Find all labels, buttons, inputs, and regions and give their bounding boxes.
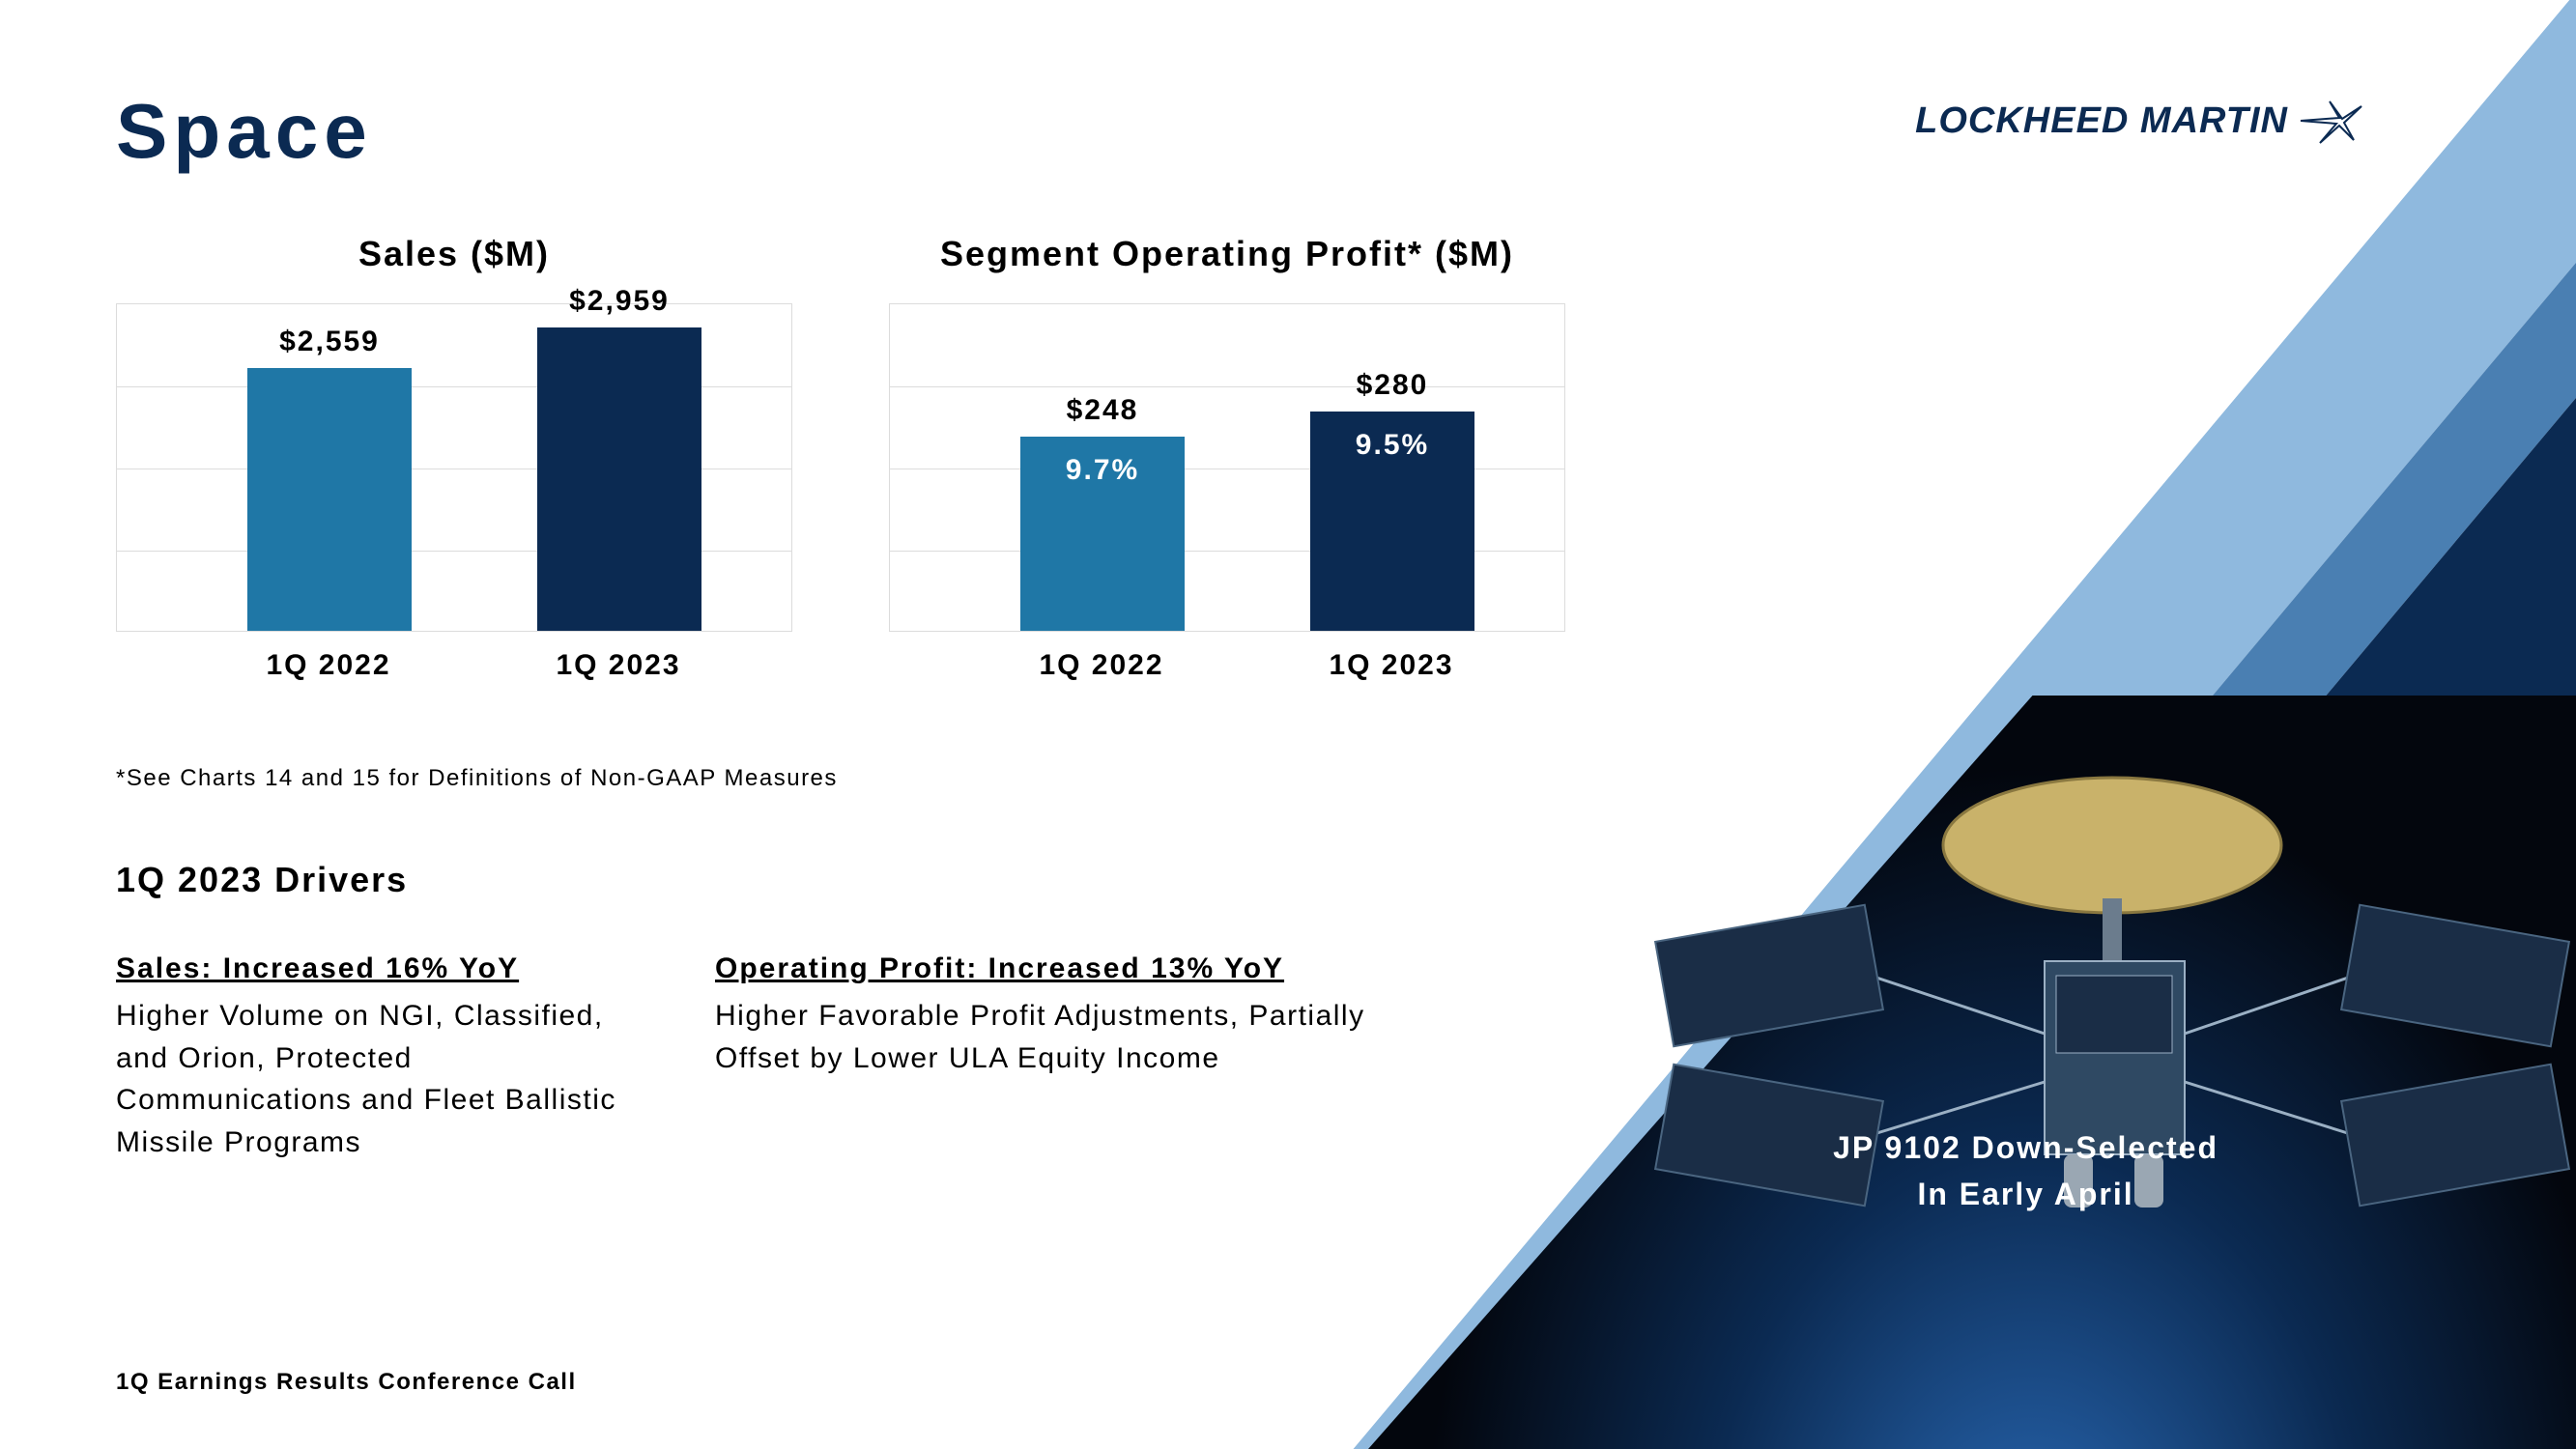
satellite-illustration (1368, 696, 2576, 1449)
profit-driver: Operating Profit: Increased 13% YoY High… (715, 949, 1449, 1163)
logo-text: LOCKHEED MARTIN (1915, 100, 2288, 142)
sales-chart: Sales ($M) $2,559 $2,959 1Q 2022 1Q 2023 (116, 234, 792, 688)
bar: $2,559 (247, 368, 412, 631)
bar-value-label: $248 (1020, 394, 1185, 427)
profit-chart: Segment Operating Profit* ($M) $2489.7%$… (889, 234, 1565, 688)
image-caption: JP 9102 Down-Selected In Early April (1833, 1124, 2218, 1217)
sales-chart-title: Sales ($M) (358, 234, 550, 274)
footer-left: 1Q Earnings Results Conference Call (116, 1369, 577, 1396)
sales-driver: Sales: Increased 16% YoY Higher Volume o… (116, 949, 657, 1163)
bar: $2809.5% (1310, 412, 1474, 631)
profit-driver-body: Higher Favorable Profit Adjustments, Par… (715, 995, 1449, 1079)
bar: $2489.7% (1020, 437, 1185, 631)
sales-driver-heading: Sales: Increased 16% YoY (116, 949, 657, 989)
x-axis-label: 1Q 2023 (1309, 649, 1474, 682)
x-axis-label: 1Q 2022 (1019, 649, 1184, 682)
x-axis-label: 1Q 2023 (536, 649, 701, 682)
bar-value-label: $2,959 (537, 285, 701, 318)
profit-driver-heading: Operating Profit: Increased 13% YoY (715, 949, 1449, 989)
bar-value-label: $280 (1310, 369, 1474, 402)
bar-inside-label: 9.7% (1020, 454, 1185, 487)
profit-chart-title: Segment Operating Profit* ($M) (940, 234, 1514, 274)
slide: Space LOCKHEED MARTIN (0, 0, 2576, 1449)
satellite-image (1368, 696, 2576, 1449)
caption-line-1: JP 9102 Down-Selected (1833, 1124, 2218, 1171)
company-logo: LOCKHEED MARTIN (1915, 97, 2363, 145)
x-axis-label: 1Q 2022 (246, 649, 411, 682)
caption-line-2: In Early April (1833, 1171, 2218, 1217)
sales-chart-area: $2,559 $2,959 (116, 303, 792, 632)
bar-value-label: $2,559 (247, 326, 412, 358)
bar-inside-label: 9.5% (1310, 429, 1474, 462)
profit-chart-xlabels: 1Q 2022 1Q 2023 (889, 649, 1565, 688)
star-icon (2296, 97, 2363, 145)
profit-chart-area: $2489.7%$2809.5% (889, 303, 1565, 632)
bar: $2,959 (537, 327, 701, 631)
sales-driver-body: Higher Volume on NGI, Classified, and Or… (116, 995, 657, 1163)
sales-chart-xlabels: 1Q 2022 1Q 2023 (116, 649, 792, 688)
